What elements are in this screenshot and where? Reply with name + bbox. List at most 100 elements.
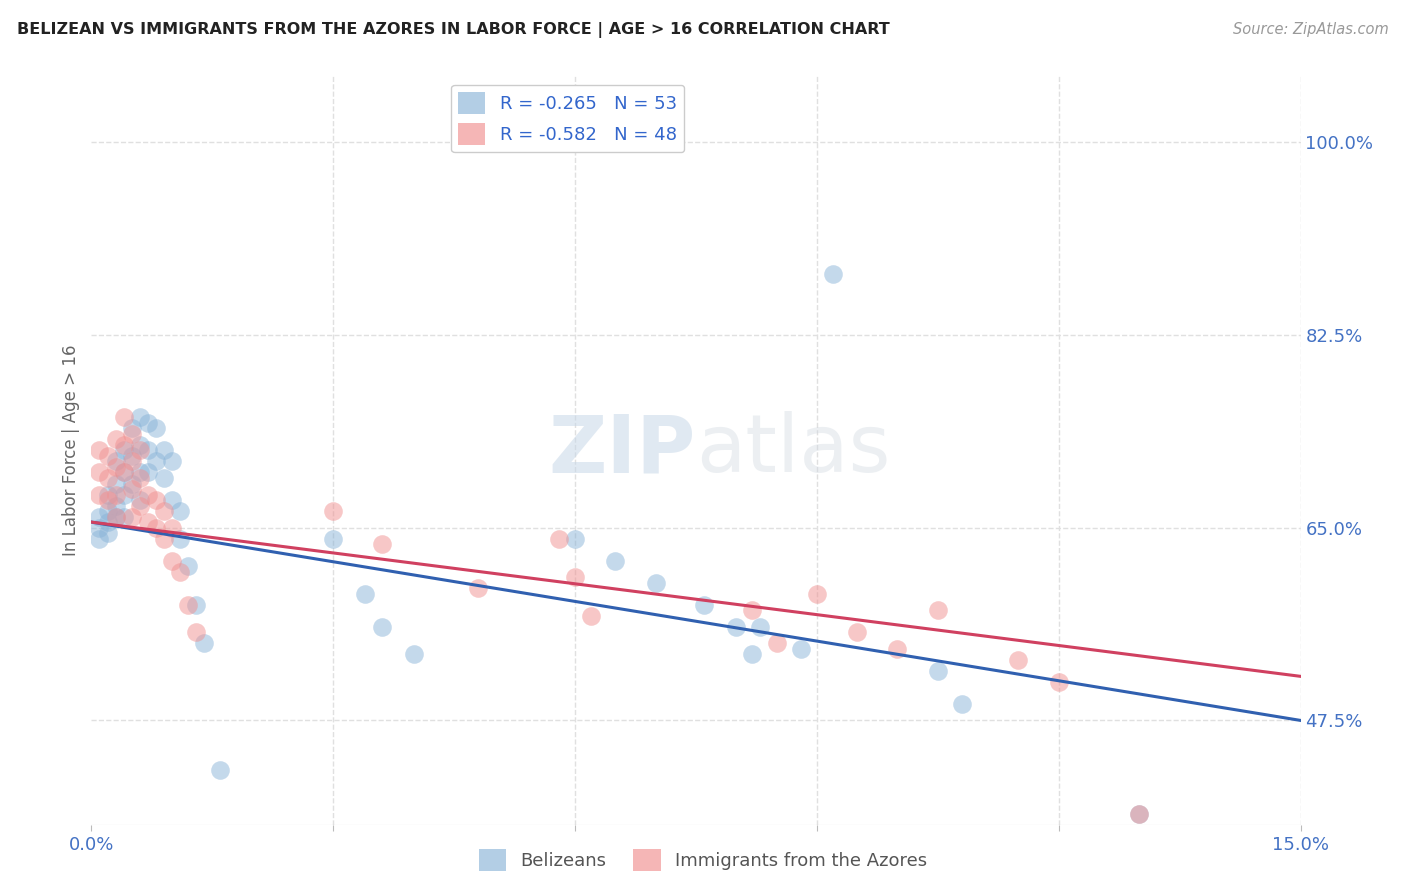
Point	[128, 493, 150, 508]
Point	[177, 559, 200, 574]
Point	[209, 763, 232, 777]
Point	[186, 625, 208, 640]
Point	[104, 454, 127, 468]
Legend: Belizeans, Immigrants from the Azores: Belizeans, Immigrants from the Azores	[471, 842, 935, 879]
Point	[112, 466, 135, 480]
Point	[128, 410, 150, 425]
Point	[136, 443, 159, 458]
Point	[354, 587, 377, 601]
Point	[128, 466, 150, 480]
Point	[96, 471, 118, 485]
Point	[96, 526, 118, 541]
Point	[89, 487, 111, 501]
Point	[579, 608, 602, 623]
Point	[136, 416, 159, 430]
Y-axis label: In Labor Force | Age > 16: In Labor Force | Age > 16	[62, 344, 80, 557]
Text: ZIP: ZIP	[548, 411, 696, 490]
Point	[193, 636, 215, 650]
Point	[128, 499, 150, 513]
Point	[846, 625, 869, 640]
Point	[950, 697, 973, 711]
Point	[927, 603, 949, 617]
Point	[153, 504, 176, 518]
Point	[89, 532, 111, 546]
Point	[160, 493, 183, 508]
Point	[886, 641, 908, 656]
Point	[177, 598, 200, 612]
Point	[741, 603, 763, 617]
Text: Source: ZipAtlas.com: Source: ZipAtlas.com	[1233, 22, 1389, 37]
Point	[89, 520, 111, 534]
Point	[128, 443, 150, 458]
Point	[725, 620, 748, 634]
Point	[104, 509, 127, 524]
Point	[322, 504, 344, 518]
Point	[821, 267, 844, 281]
Point	[112, 487, 135, 501]
Point	[104, 487, 127, 501]
Point	[1128, 807, 1150, 822]
Point	[693, 598, 716, 612]
Point	[927, 664, 949, 678]
Point	[128, 438, 150, 452]
Point	[89, 466, 111, 480]
Point	[605, 554, 627, 568]
Point	[112, 438, 135, 452]
Point	[564, 532, 586, 546]
Point	[749, 620, 772, 634]
Point	[104, 499, 127, 513]
Point	[153, 532, 176, 546]
Point	[322, 532, 344, 546]
Point	[765, 636, 787, 650]
Point	[104, 476, 127, 491]
Point	[145, 454, 167, 468]
Point	[153, 471, 176, 485]
Point	[644, 575, 666, 590]
Point	[169, 532, 191, 546]
Point	[128, 471, 150, 485]
Point	[169, 565, 191, 579]
Legend: R = -0.265   N = 53, R = -0.582   N = 48: R = -0.265 N = 53, R = -0.582 N = 48	[451, 85, 685, 153]
Point	[89, 443, 111, 458]
Point	[121, 421, 143, 435]
Point	[186, 598, 208, 612]
Point	[145, 520, 167, 534]
Point	[121, 482, 143, 496]
Point	[121, 454, 143, 468]
Point	[121, 449, 143, 463]
Point	[112, 509, 135, 524]
Point	[370, 620, 392, 634]
Point	[112, 443, 135, 458]
Point	[104, 433, 127, 447]
Point	[467, 581, 489, 595]
Point	[136, 466, 159, 480]
Point	[145, 421, 167, 435]
Point	[741, 648, 763, 662]
Point	[564, 570, 586, 584]
Point	[1047, 674, 1070, 689]
Point	[112, 466, 135, 480]
Point	[121, 476, 143, 491]
Point	[160, 520, 183, 534]
Point	[1007, 653, 1029, 667]
Point	[160, 454, 183, 468]
Point	[153, 443, 176, 458]
Point	[104, 509, 127, 524]
Point	[96, 515, 118, 529]
Point	[112, 410, 135, 425]
Point	[548, 532, 571, 546]
Point	[1128, 807, 1150, 822]
Point	[806, 587, 828, 601]
Text: atlas: atlas	[696, 411, 890, 490]
Text: BELIZEAN VS IMMIGRANTS FROM THE AZORES IN LABOR FORCE | AGE > 16 CORRELATION CHA: BELIZEAN VS IMMIGRANTS FROM THE AZORES I…	[17, 22, 890, 38]
Point	[121, 509, 143, 524]
Point	[136, 487, 159, 501]
Point	[96, 493, 118, 508]
Point	[104, 460, 127, 475]
Point	[145, 493, 167, 508]
Point	[96, 504, 118, 518]
Point	[96, 449, 118, 463]
Point	[370, 537, 392, 551]
Point	[790, 641, 813, 656]
Point	[89, 509, 111, 524]
